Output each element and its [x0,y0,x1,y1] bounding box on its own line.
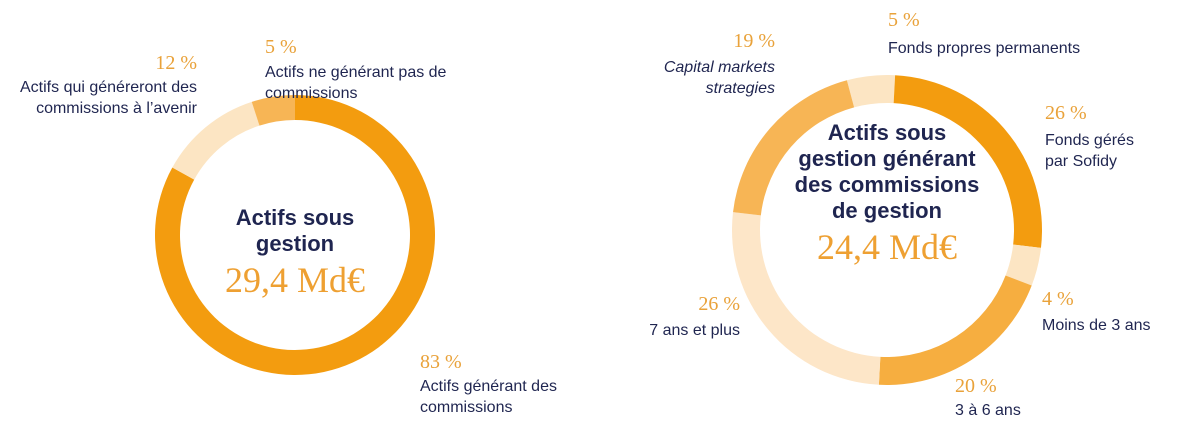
center-title: Actifs sous gestion générant des commiss… [794,120,980,223]
value-label: 26 % [698,293,740,315]
category-label: Fonds gérés par Sofidy [1045,132,1134,170]
donut-segment [251,95,295,126]
value-label: 83 % [420,351,462,373]
category-label: Actifs générant des commissions [420,378,557,416]
value-label: 5 % [265,36,297,58]
category-label: 3 à 6 ans [955,402,1021,419]
category-label: Capital markets strategies [663,59,775,97]
value-label: 26 % [1045,102,1087,124]
donut-segment [733,80,855,216]
donut-segment [731,212,881,385]
center-value: 24,4 Md€ [816,227,957,267]
value-label: 5 % [888,9,920,31]
value-label: 4 % [1042,288,1074,310]
category-label: 7 ans et plus [649,322,740,339]
donut-segment [1005,244,1041,286]
value-label: 20 % [955,375,997,397]
donut-segment [172,101,260,180]
center-title: Actifs sous gestion [235,205,355,256]
category-label: Fonds propres permanents [888,40,1081,57]
category-label: Actifs qui généreront des commissions à … [20,79,197,117]
donut-segment [846,75,896,108]
category-label: Actifs ne générant pas de commissions [265,64,447,102]
center-value: 29,4 Md€ [224,260,365,300]
value-label: 19 % [733,30,775,52]
value-label: 12 % [155,52,197,74]
donut-segment [893,75,1042,248]
donut-segment [878,275,1032,385]
category-label: Moins de 3 ans [1042,317,1151,334]
